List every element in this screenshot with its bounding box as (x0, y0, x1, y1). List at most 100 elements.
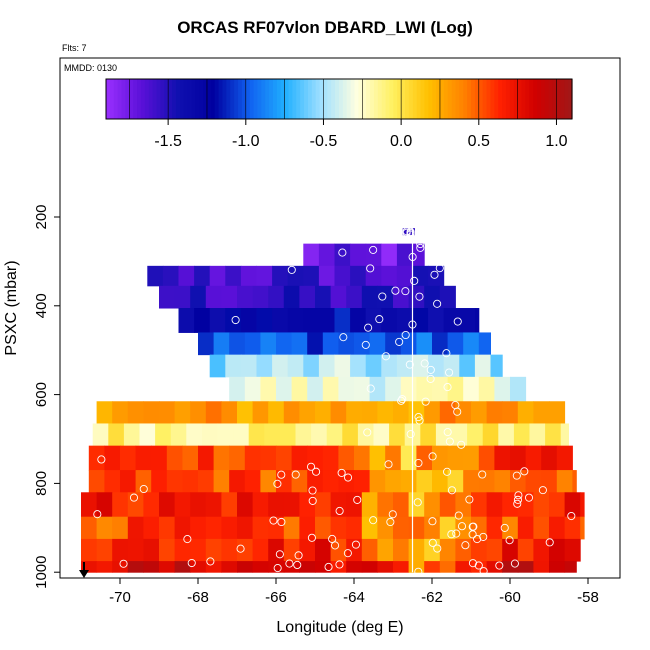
colorbar-segment (222, 79, 227, 119)
y-axis: 200 400 600 800 1000 (33, 204, 60, 589)
chart-title: ORCAS RF07vlon DBARD_LWI (Log) (177, 18, 473, 37)
heatmap-cell (147, 265, 164, 287)
heatmap-cell (229, 445, 246, 471)
heatmap-cell (486, 401, 503, 424)
colorbar-segment (424, 79, 429, 119)
heatmap-cell (252, 492, 269, 518)
sample-marker (428, 452, 437, 461)
heatmap-cell (178, 308, 195, 333)
colorbar-segment (509, 79, 515, 119)
sample-marker (335, 560, 344, 569)
colorbar: -1.5 -1.0 -0.5 0.0 0.5 1.0 (105, 78, 573, 150)
heatmap-cell (533, 401, 550, 424)
heatmap-cell (174, 285, 191, 309)
heatmap-cell (221, 285, 238, 309)
heatmap-cell (381, 308, 398, 333)
heatmap-cell (135, 470, 152, 493)
colorbar-segment (129, 79, 134, 119)
heatmap-cell (428, 308, 445, 333)
heatmap-cell (307, 445, 324, 471)
heatmap-cell (381, 243, 398, 267)
colorbar-segment (568, 79, 573, 119)
heatmap-cell (580, 516, 585, 540)
heatmap-cell (463, 470, 480, 493)
colorbar-segment (164, 79, 169, 119)
heatmap-cell (295, 423, 312, 447)
colorbar-segment (257, 79, 262, 119)
sample-marker (457, 522, 467, 531)
heatmap-cell (221, 401, 238, 424)
heatmap-cell (350, 265, 367, 287)
heatmap-cell (291, 445, 308, 471)
colorbar-segment (370, 79, 375, 119)
colorbar-segment (474, 79, 480, 119)
heatmap-cell (447, 376, 464, 402)
heatmap-cell (412, 354, 429, 378)
heatmap-cell (416, 470, 433, 493)
colorbar-segment (459, 79, 464, 119)
colorbar-segment (140, 79, 146, 119)
heatmap-cell (318, 308, 335, 333)
heatmap-cell (510, 376, 527, 402)
sample-marker (93, 510, 102, 519)
heatmap-cell (361, 561, 378, 573)
heatmap-cell (334, 354, 351, 378)
heatmap-cell (393, 516, 410, 540)
heatmap-cell (135, 445, 152, 471)
heatmap-cell (439, 561, 456, 573)
heatmap-cell (174, 492, 191, 518)
heatmap-cell (365, 265, 382, 287)
sample-marker (401, 330, 410, 340)
colorbar-segment (490, 79, 495, 119)
sample-marker (97, 455, 106, 464)
colorbar-segment (195, 79, 200, 119)
heatmap-cell (256, 354, 273, 378)
heatmap-cell (315, 516, 332, 540)
colorbar-segment (168, 79, 173, 119)
heatmap-cell (564, 561, 577, 573)
sample-marker (414, 458, 423, 468)
heatmap-cell (299, 285, 316, 309)
heatmap-cell (92, 423, 109, 447)
heatmap-cell (256, 265, 273, 287)
colorbar-segment (350, 79, 356, 119)
heatmap-cell (143, 492, 160, 518)
colorbar-segment (385, 79, 391, 119)
x-tick-label: -58 (577, 589, 599, 606)
heatmap-cell (533, 492, 550, 518)
sample-marker (337, 468, 346, 477)
heatmap-cell (318, 265, 335, 287)
heatmap-cell (190, 492, 207, 518)
colorbar-segment (502, 79, 507, 119)
y-tick-label: 1000 (33, 556, 50, 589)
colorbar-segment (544, 79, 550, 119)
sample-marker (430, 270, 439, 279)
sample-marker (416, 243, 425, 252)
colorbar-tick-label: -1.0 (232, 133, 260, 150)
sample-marker (473, 535, 482, 544)
heatmap-cell (350, 308, 367, 333)
sample-marker (512, 471, 521, 480)
y-tick-label: 400 (33, 293, 50, 318)
colorbar-segment (548, 79, 554, 119)
heatmap-cell (428, 265, 445, 287)
heatmap-cell (225, 354, 242, 378)
colorbar-segment (214, 79, 220, 119)
colorbar-segment (234, 79, 239, 119)
heatmap-cell (334, 265, 351, 287)
heatmap-cell (381, 265, 398, 287)
heatmap-cell (190, 561, 207, 573)
heatmap-cell (315, 561, 332, 573)
heatmap-cell (260, 332, 277, 356)
heatmap-cell (112, 401, 129, 424)
colorbar-segment (494, 79, 499, 119)
heatmap-cell (541, 470, 558, 493)
heatmap-cell (283, 516, 300, 540)
heatmap-cell (123, 423, 140, 447)
heatmap-cell (420, 423, 437, 447)
heatmap-cell (377, 561, 394, 573)
heatmap-cell (311, 423, 328, 447)
sample-marker (307, 533, 316, 542)
heatmap-cell (198, 470, 215, 493)
heatmap-cell (373, 423, 390, 447)
